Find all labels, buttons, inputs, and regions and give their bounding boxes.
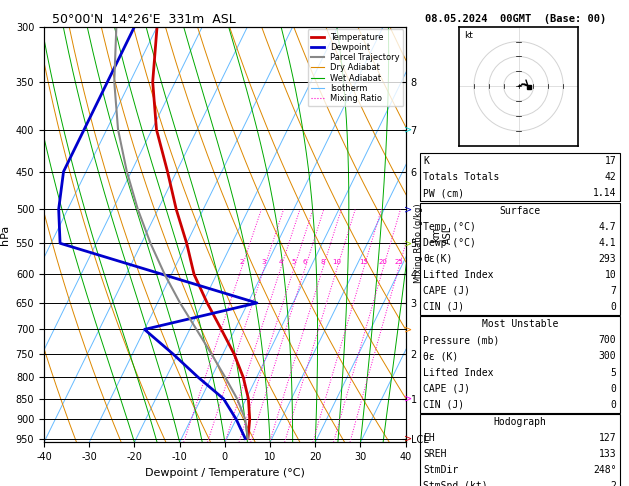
- Text: 17: 17: [604, 156, 616, 166]
- Text: >: >: [404, 394, 413, 404]
- Text: >: >: [404, 325, 413, 334]
- Text: >: >: [404, 238, 413, 248]
- Text: 0: 0: [611, 399, 616, 410]
- Text: Most Unstable: Most Unstable: [482, 319, 558, 330]
- Text: 0: 0: [611, 302, 616, 312]
- Text: 7: 7: [611, 286, 616, 296]
- Text: 293: 293: [599, 254, 616, 264]
- Text: Mixing Ratio (g/kg): Mixing Ratio (g/kg): [414, 203, 423, 283]
- Text: 25: 25: [394, 259, 403, 265]
- Text: CIN (J): CIN (J): [423, 302, 464, 312]
- Text: 700: 700: [599, 335, 616, 346]
- Text: Dewp (°C): Dewp (°C): [423, 238, 476, 248]
- Text: 2: 2: [611, 481, 616, 486]
- Text: EH: EH: [423, 433, 435, 443]
- Text: PW (cm): PW (cm): [423, 188, 464, 198]
- Text: >: >: [404, 124, 413, 135]
- Text: >: >: [404, 434, 413, 444]
- Text: 248°: 248°: [593, 465, 616, 475]
- Text: 6: 6: [303, 259, 307, 265]
- Text: θε (K): θε (K): [423, 351, 459, 362]
- Text: CAPE (J): CAPE (J): [423, 383, 470, 394]
- Text: 127: 127: [599, 433, 616, 443]
- Text: 42: 42: [604, 172, 616, 182]
- Text: CIN (J): CIN (J): [423, 399, 464, 410]
- Text: Totals Totals: Totals Totals: [423, 172, 499, 182]
- Text: 4.1: 4.1: [599, 238, 616, 248]
- Text: 10: 10: [333, 259, 342, 265]
- Text: Lifted Index: Lifted Index: [423, 270, 494, 280]
- Text: 4.7: 4.7: [599, 222, 616, 232]
- Text: StmSpd (kt): StmSpd (kt): [423, 481, 488, 486]
- Text: 300: 300: [599, 351, 616, 362]
- Text: 10: 10: [604, 270, 616, 280]
- Text: Temp (°C): Temp (°C): [423, 222, 476, 232]
- Text: StmDir: StmDir: [423, 465, 459, 475]
- Text: K: K: [423, 156, 429, 166]
- Y-axis label: hPa: hPa: [0, 225, 10, 244]
- Text: SREH: SREH: [423, 449, 447, 459]
- Text: 4: 4: [279, 259, 283, 265]
- Text: θε(K): θε(K): [423, 254, 453, 264]
- Text: Hodograph: Hodograph: [493, 417, 547, 427]
- Text: 2: 2: [239, 259, 243, 265]
- Text: 8: 8: [321, 259, 325, 265]
- Text: 0: 0: [611, 383, 616, 394]
- Text: 15: 15: [359, 259, 368, 265]
- Y-axis label: km
ASL: km ASL: [431, 226, 453, 243]
- Legend: Temperature, Dewpoint, Parcel Trajectory, Dry Adiabat, Wet Adiabat, Isotherm, Mi: Temperature, Dewpoint, Parcel Trajectory…: [308, 29, 403, 106]
- Text: Pressure (mb): Pressure (mb): [423, 335, 499, 346]
- Text: 50°00'N  14°26'E  331m  ASL: 50°00'N 14°26'E 331m ASL: [44, 13, 236, 26]
- Text: Lifted Index: Lifted Index: [423, 367, 494, 378]
- Text: 5: 5: [292, 259, 296, 265]
- Text: 133: 133: [599, 449, 616, 459]
- Text: 20: 20: [379, 259, 387, 265]
- Text: CAPE (J): CAPE (J): [423, 286, 470, 296]
- Text: kt: kt: [464, 32, 473, 40]
- Text: 1.14: 1.14: [593, 188, 616, 198]
- Text: 08.05.2024  00GMT  (Base: 00): 08.05.2024 00GMT (Base: 00): [425, 14, 606, 24]
- Text: 5: 5: [611, 367, 616, 378]
- Text: 3: 3: [262, 259, 266, 265]
- Text: >: >: [404, 204, 413, 214]
- X-axis label: Dewpoint / Temperature (°C): Dewpoint / Temperature (°C): [145, 468, 305, 478]
- Text: Surface: Surface: [499, 206, 540, 216]
